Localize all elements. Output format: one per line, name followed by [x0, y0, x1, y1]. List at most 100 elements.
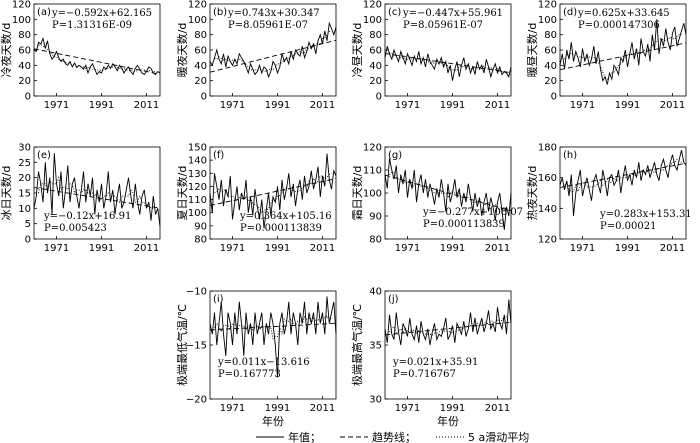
panel-label: (g): [388, 150, 402, 161]
y-tick-label: 20: [18, 173, 31, 184]
legend: 年值； 趋势线； 5 a滑动平均: [256, 430, 529, 443]
y-axis-label: 暖夜天数/d: [175, 23, 189, 78]
y-tick-label: 100: [188, 208, 207, 219]
panel-f: 80 90 100 110 120 130 140 150 1971 1991 2011 夏日天数/d…: [176, 143, 337, 254]
y-tick-label: 80: [194, 30, 207, 41]
y-tick-label: 110: [363, 166, 382, 177]
x-tick-label: 1991: [615, 243, 640, 254]
y-tick-label: 120: [538, 0, 557, 11]
y-tick-label: 100: [363, 15, 382, 26]
legend-trend-label: 趋势线；: [372, 430, 416, 443]
y-axis-label: 冷昼天数/d: [351, 23, 364, 78]
y-tick-label: 80: [18, 30, 31, 41]
y-tick-label: 80: [369, 30, 382, 41]
panel-label: (c): [388, 7, 401, 18]
y-tick-label: 0: [376, 92, 382, 103]
series-moving-average: [214, 172, 332, 214]
panel-i: −20 −15 −10 1971 1991 2011 极端最低气温/℃ 年份 (i) y=0.01…: [175, 287, 337, 428]
panel-label: (h): [563, 150, 577, 161]
y-tick-label: 15: [18, 189, 31, 200]
x-tick-label: 1991: [615, 100, 640, 111]
y-axis-label: 极端最高气温/℃: [350, 304, 364, 386]
x-tick-label: 1971: [395, 100, 420, 111]
trend-line: [209, 178, 337, 206]
x-tick-label: 1971: [220, 100, 245, 111]
trend-equation: y=0.021x+35.91: [392, 357, 478, 368]
y-axis-label: 暖昼天数/d: [526, 23, 539, 78]
p-value: P=0.000113839: [423, 219, 505, 230]
legend-actual-label: 年值；: [288, 430, 321, 443]
p-value: P=0.000113839: [240, 223, 322, 234]
panel-e: 0 5 10 15 20 25 30 1971 1991 2011 冰日天数/d (e) y=−0.12…: [0, 143, 161, 254]
p-value: P=0.00021: [600, 221, 656, 232]
y-axis-label: 冷夜天数/d: [0, 23, 13, 78]
y-tick-label: 120: [12, 0, 31, 11]
y-tick-label: 160: [538, 173, 557, 184]
y-tick-label: 5: [25, 219, 31, 230]
trend-line: [209, 39, 337, 73]
trend-line: [559, 42, 687, 71]
trend-equation: y=−0.592x+62.165: [51, 8, 152, 19]
trend-equation: y=0.364x+105.16: [239, 211, 332, 222]
x-tick-label: 2011: [310, 100, 335, 111]
x-tick-label: 1971: [570, 243, 595, 254]
trend-line: [33, 48, 161, 75]
x-tick-label: 1971: [220, 243, 245, 254]
panel-g: 80 90 100 110 120 1971 1991 2011 霜日天数/d (g) y=−0.2…: [351, 143, 523, 255]
plot-frame: [559, 146, 687, 240]
y-tick-label: 40: [194, 61, 207, 72]
trend-line: [209, 322, 337, 331]
y-tick-label: 40: [369, 61, 382, 72]
trend-equation: y=−0.447x+55.961: [402, 8, 503, 19]
x-tick-label: 1991: [440, 100, 465, 111]
y-tick-label: 120: [538, 235, 557, 246]
y-tick-label: 80: [544, 30, 557, 41]
y-axis-label: 热夜天数/d: [525, 166, 539, 221]
y-tick-label: 60: [544, 46, 557, 57]
y-tick-label: 140: [538, 204, 557, 215]
x-axis-label: 年份: [262, 414, 284, 428]
y-tick-label: 120: [188, 0, 207, 11]
x-tick-label: 2011: [134, 100, 159, 111]
trend-equation: y=0.743x+30.347: [227, 8, 320, 19]
series-annual-line: [559, 19, 687, 85]
p-value: P=0.005423: [44, 223, 107, 234]
y-tick-label: 0: [25, 235, 31, 246]
y-axis-label: 霜日天数/d: [351, 166, 364, 221]
y-tick-label: 80: [194, 235, 207, 246]
y-tick-label: −15: [186, 341, 207, 352]
series-moving-average: [214, 314, 332, 340]
y-tick-label: 60: [194, 46, 207, 57]
y-tick-label: −10: [186, 287, 207, 298]
plot-frame: [209, 290, 337, 400]
panel-label: (f): [213, 150, 224, 161]
panel-b: 0 20 40 60 80 100 120 1971 1991 2011 暖夜天数/d (b) y=0.…: [175, 0, 337, 111]
x-tick-label: 2011: [485, 243, 510, 254]
x-tick-label: 1991: [440, 403, 465, 414]
y-tick-label: 0: [551, 92, 557, 103]
y-tick-label: 20: [18, 76, 31, 87]
series-annual-line: [384, 158, 512, 230]
series-annual-line: [384, 46, 512, 81]
x-tick-label: 1971: [570, 100, 595, 111]
x-tick-label: 2011: [310, 243, 335, 254]
y-axis-label: 极端最低气温/℃: [175, 304, 189, 386]
y-tick-label: 20: [194, 76, 207, 87]
trend-line: [559, 162, 687, 188]
p-value: P=0.167773: [218, 369, 281, 380]
y-tick-label: 100: [188, 15, 207, 26]
y-tick-label: 40: [544, 61, 557, 72]
p-value: P=1.31316E-09: [52, 20, 132, 31]
p-value: P=8.05961E-07: [403, 20, 483, 31]
y-tick-label: 60: [18, 46, 31, 57]
y-tick-label: 100: [12, 15, 31, 26]
y-tick-label: 10: [18, 204, 31, 215]
y-tick-label: 180: [538, 143, 557, 154]
x-tick-label: 2011: [660, 243, 685, 254]
x-tick-label: 1991: [265, 243, 290, 254]
series-annual-line: [384, 299, 512, 346]
y-tick-label: 0: [201, 92, 207, 103]
panel-j: 30 35 40 1971 1991 2011 极端最高气温/℃ 年份 (j) y=0.021x+…: [350, 287, 512, 428]
y-axis-label: 夏日天数/d: [176, 166, 189, 221]
